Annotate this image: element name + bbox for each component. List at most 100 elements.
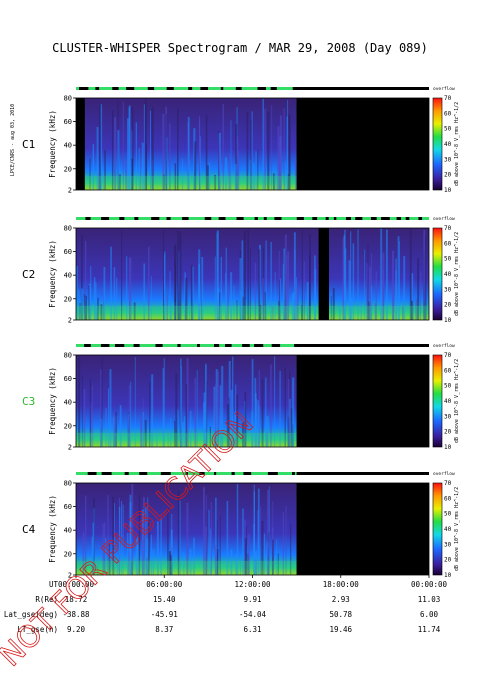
spectrogram-streak xyxy=(141,525,144,575)
status-segment xyxy=(154,87,167,90)
spectrogram-streak xyxy=(208,162,211,190)
colorbar-tick-label: 40 xyxy=(444,398,452,405)
spectrogram-streak xyxy=(171,514,173,575)
colorbar-label: dB above 10^-8 V_rms Hz^-1/2 xyxy=(454,232,460,316)
ephemeris-value: 6.00 xyxy=(420,610,439,619)
spectrogram-streak xyxy=(364,249,366,320)
spectrogram-streak xyxy=(140,157,142,190)
spectrogram-streak xyxy=(397,236,400,320)
spectrogram-streak xyxy=(423,229,426,320)
spectrogram-streak xyxy=(209,426,211,447)
spectrogram-streak xyxy=(128,385,130,447)
colorbar-tick-label: 20 xyxy=(444,557,452,564)
spectrogram-streak xyxy=(108,543,110,575)
spectrogram-streak xyxy=(239,258,242,320)
spectrogram-streak xyxy=(238,150,240,190)
colorbar-tick-label: 70 xyxy=(444,95,452,102)
spectrogram-streak xyxy=(78,289,80,320)
ephemeris-value: 19.46 xyxy=(329,625,352,634)
spectrogram-streak xyxy=(100,369,102,447)
spectrogram-streak xyxy=(151,374,154,447)
spectrogram-streak xyxy=(338,302,341,320)
y-tick-label: 20 xyxy=(64,295,72,303)
status-segment xyxy=(124,344,134,347)
status-segment xyxy=(159,217,167,220)
spectrogram-streak xyxy=(216,519,218,575)
status-segment xyxy=(124,217,135,220)
overflow-label: overflow xyxy=(433,86,455,92)
status-segment xyxy=(277,472,293,475)
spectrogram-streak xyxy=(110,246,112,320)
ephemeris-value: 6.31 xyxy=(243,625,261,634)
spectrogram-streak xyxy=(125,159,128,190)
spectrogram-streak xyxy=(415,298,418,320)
spectrogram-streak xyxy=(167,507,169,575)
data-gap xyxy=(318,228,329,320)
side-label: LPCE/CNRS - aug 03, 2010 xyxy=(10,104,16,176)
status-segment xyxy=(249,344,255,347)
spectrogram-streak xyxy=(360,303,362,320)
spectrogram-streak xyxy=(219,516,221,575)
spectrogram-streak xyxy=(107,495,109,575)
spectrogram-streak xyxy=(217,371,220,447)
spectrogram-streak xyxy=(79,303,81,320)
spectrogram-streak xyxy=(278,300,280,320)
spectrogram-streak xyxy=(111,110,114,190)
spectrogram-streak xyxy=(287,99,289,190)
spectrogram-streak xyxy=(216,230,219,320)
spectrogram-streak xyxy=(177,108,179,190)
spectrogram-streak xyxy=(199,136,201,190)
status-segment xyxy=(266,217,275,220)
data-gap xyxy=(296,355,429,447)
spectrogram-streak xyxy=(146,557,148,575)
spectrogram-streak xyxy=(143,104,145,190)
spectrogram-streak xyxy=(258,249,261,320)
spectrogram-streak xyxy=(342,238,345,320)
spectrogram-streak xyxy=(213,386,216,447)
status-segment xyxy=(111,472,125,475)
spectrogram-streak xyxy=(80,234,83,320)
ephemeris-value: -54.04 xyxy=(239,610,267,619)
colorbar-tick-label: 10 xyxy=(444,572,452,579)
spectrogram-streak xyxy=(85,295,88,320)
status-segment xyxy=(109,344,115,347)
spectrogram-streak xyxy=(292,377,295,447)
y-tick-label: 20 xyxy=(64,165,72,173)
spectrogram-streak xyxy=(241,240,244,320)
spectrogram-streak xyxy=(234,164,237,190)
status-segment xyxy=(109,217,120,220)
status-segment xyxy=(231,344,243,347)
status-segment xyxy=(187,472,200,475)
spectrogram-streak xyxy=(138,495,141,575)
spectrogram-streak xyxy=(85,495,87,575)
spectrogram-streak xyxy=(219,385,222,447)
status-segment xyxy=(219,344,226,347)
spectrogram-streak xyxy=(244,538,247,575)
spectrogram-streak xyxy=(224,157,228,190)
spectrogram-streak xyxy=(114,117,117,190)
spectrogram-streak xyxy=(186,502,189,575)
status-segment xyxy=(118,87,127,90)
status-segment xyxy=(204,472,215,475)
panel-c4: overflow 2 20 40 60 80 Frequency (kHz) C4 10 20 30… xyxy=(22,471,460,580)
spectrogram-streak xyxy=(274,272,276,320)
data-gap xyxy=(76,98,85,190)
spectrogram-streak xyxy=(102,523,105,575)
spectrogram-streak xyxy=(185,277,188,320)
ephemeris-value: 9.20 xyxy=(67,625,86,634)
status-segment xyxy=(147,472,161,475)
spectrogram-streak xyxy=(118,506,121,575)
colorbar-tick-label: 40 xyxy=(444,271,452,278)
spectrogram-streak xyxy=(88,283,91,320)
y-axis-label: Frequency (kHz) xyxy=(48,367,57,435)
spectrogram-streak xyxy=(116,277,118,320)
colorbar-tick-label: 30 xyxy=(444,286,452,293)
spectrogram-streak xyxy=(203,392,206,447)
x-tick-label: 06:00:00 xyxy=(146,580,183,589)
spectrogram-streak xyxy=(242,422,245,447)
spectrogram-streak xyxy=(80,288,84,320)
status-segment xyxy=(90,344,101,347)
spectrogram-streak xyxy=(122,504,124,575)
y-tick-label: 80 xyxy=(64,352,72,360)
